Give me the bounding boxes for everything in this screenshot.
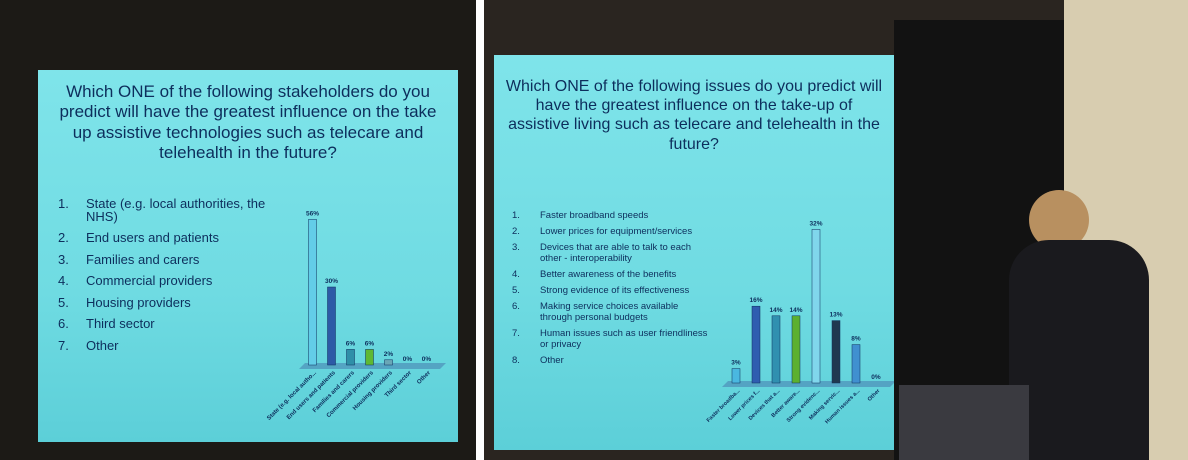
option-number: 7.: [58, 340, 86, 353]
slide: Which ONE of the following issues do you…: [494, 55, 894, 450]
option-text: State (e.g. local authorities, the NHS): [86, 198, 288, 223]
option: 5.Strong evidence of its effectiveness: [512, 285, 712, 296]
value-label: 3%: [731, 360, 741, 367]
option-text: End users and patients: [86, 232, 219, 245]
option: 8.Other: [512, 355, 712, 366]
value-label: 14%: [789, 307, 802, 314]
bar: [328, 287, 336, 365]
bar-chart: 56%State (e.g. local autho...30%End user…: [293, 195, 458, 445]
value-label: 6%: [346, 340, 356, 347]
option-number: 5.: [512, 285, 540, 296]
option: 2.End users and patients: [58, 232, 288, 245]
value-label: 13%: [829, 312, 842, 319]
value-label: 0%: [403, 356, 413, 363]
option-number: 2.: [58, 232, 86, 245]
option-number: 7.: [512, 328, 540, 350]
bar: [309, 219, 317, 365]
option: 2.Lower prices for equipment/services: [512, 226, 712, 237]
option-number: 1.: [512, 210, 540, 221]
option-number: 5.: [58, 297, 86, 310]
value-label: 2%: [384, 351, 394, 358]
option-number: 2.: [512, 226, 540, 237]
options-list: 1.State (e.g. local authorities, the NHS…: [58, 198, 288, 361]
bar: [852, 345, 860, 383]
option-number: 4.: [58, 275, 86, 288]
bar: [347, 349, 355, 365]
option-text: Making service choices available through…: [540, 301, 712, 323]
lectern: [899, 385, 1029, 460]
value-label: 0%: [871, 374, 881, 381]
option: 4.Better awareness of the benefits: [512, 269, 712, 280]
value-label: 14%: [769, 307, 782, 314]
bar: [792, 316, 800, 383]
option: 1.State (e.g. local authorities, the NHS…: [58, 198, 288, 223]
option-text: Families and carers: [86, 254, 199, 267]
chart-floor: [722, 381, 896, 387]
presenter-body: [1009, 240, 1149, 460]
value-label: 16%: [749, 297, 762, 304]
photo-right: Which ONE of the following issues do you…: [484, 0, 1188, 460]
option: 6.Third sector: [58, 318, 288, 331]
bar: [832, 321, 840, 383]
bar: [366, 349, 374, 365]
category-label: Human issues a...: [824, 388, 861, 425]
bar: [385, 360, 393, 365]
option: 4.Commercial providers: [58, 275, 288, 288]
option-number: 3.: [58, 254, 86, 267]
category-label: Other: [867, 388, 882, 403]
value-label: 30%: [325, 278, 338, 285]
option-number: 6.: [58, 318, 86, 331]
option: 1.Faster broadband speeds: [512, 210, 712, 221]
category-label: Other: [416, 370, 432, 386]
slide: Which ONE of the following stakeholders …: [38, 70, 458, 442]
option-number: 3.: [512, 242, 540, 264]
slide-title: Which ONE of the following stakeholders …: [48, 82, 448, 164]
bar: [812, 229, 820, 383]
option-text: Other: [86, 340, 119, 353]
option-text: Better awareness of the benefits: [540, 269, 676, 280]
value-label: 8%: [851, 336, 861, 343]
bar: [732, 369, 740, 383]
option-number: 8.: [512, 355, 540, 366]
value-label: 56%: [306, 210, 319, 217]
category-label: Faster broadba...: [706, 388, 742, 424]
value-label: 32%: [809, 220, 822, 227]
option-text: Faster broadband speeds: [540, 210, 648, 221]
option: 3.Families and carers: [58, 254, 288, 267]
option-number: 6.: [512, 301, 540, 323]
slide-title: Which ONE of the following issues do you…: [504, 77, 884, 154]
option-text: Third sector: [86, 318, 155, 331]
page: Which ONE of the following stakeholders …: [0, 0, 1188, 460]
option-text: Strong evidence of its effectiveness: [540, 285, 689, 296]
option-text: Housing providers: [86, 297, 191, 310]
photo-left: Which ONE of the following stakeholders …: [0, 0, 476, 460]
option: 5.Housing providers: [58, 297, 288, 310]
option: 7.Other: [58, 340, 288, 353]
option-text: Commercial providers: [86, 275, 212, 288]
value-label: 0%: [422, 356, 432, 363]
option-number: 4.: [512, 269, 540, 280]
option-text: Human issues such as user friendliness o…: [540, 328, 712, 350]
option-number: 1.: [58, 198, 86, 223]
option: 6.Making service choices available throu…: [512, 301, 712, 323]
bar: [752, 306, 760, 383]
option: 7.Human issues such as user friendliness…: [512, 328, 712, 350]
option-text: Other: [540, 355, 564, 366]
value-label: 6%: [365, 340, 375, 347]
bar: [772, 316, 780, 383]
option-text: Devices that are able to talk to each ot…: [540, 242, 712, 264]
bar-chart: 3%Faster broadba...16%Lower prices f...1…: [716, 205, 896, 445]
option-text: Lower prices for equipment/services: [540, 226, 692, 237]
option: 3.Devices that are able to talk to each …: [512, 242, 712, 264]
